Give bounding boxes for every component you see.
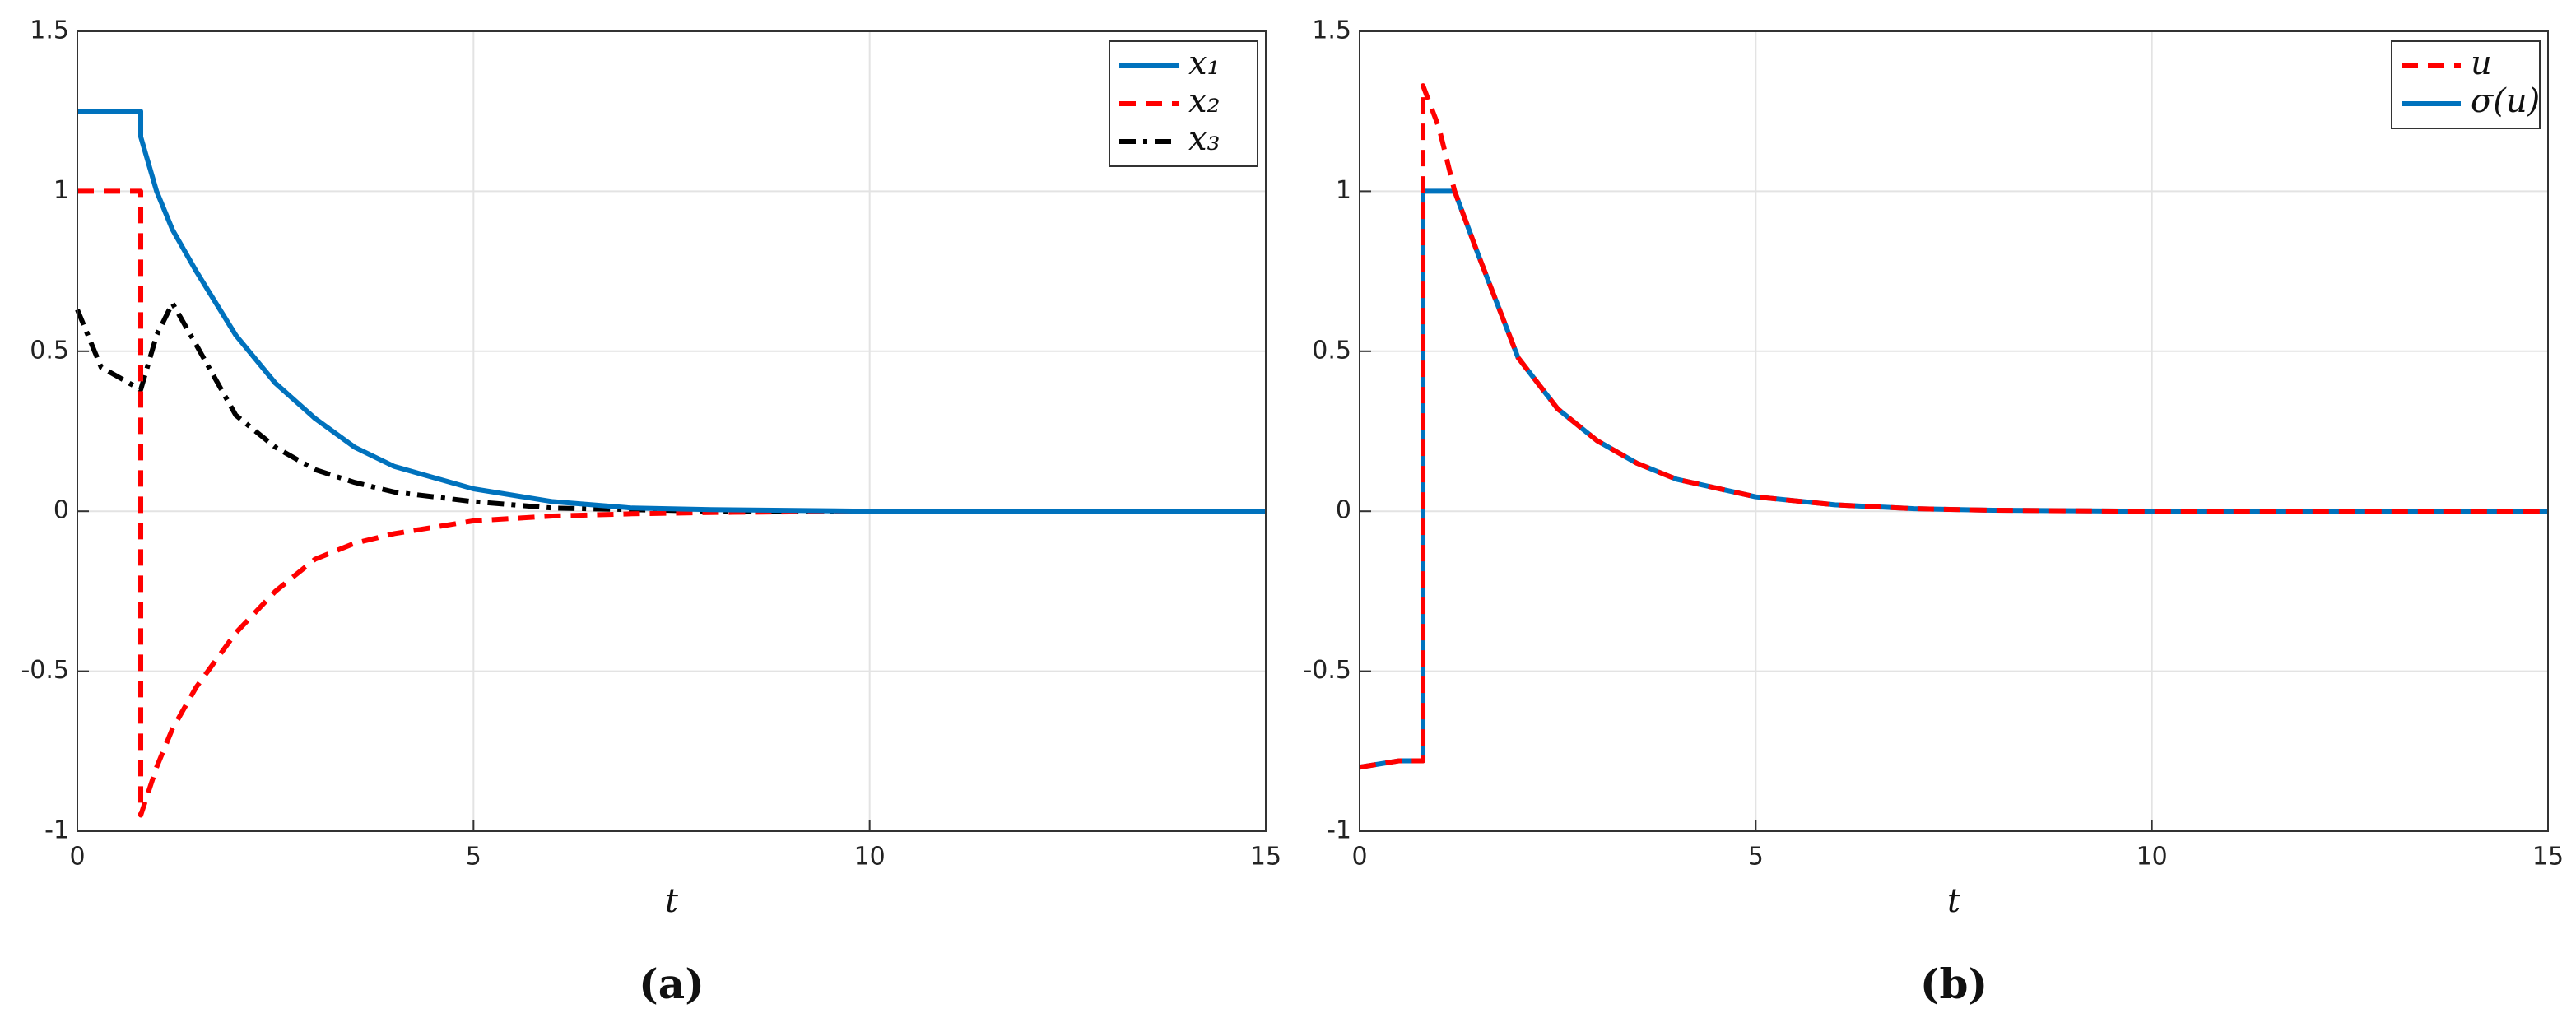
data-line: [77, 109, 1266, 514]
y-tick-label: 0: [53, 496, 69, 525]
x-tick-label: 5: [466, 843, 481, 872]
legend: uσ(u): [2391, 40, 2541, 129]
x-tick-label: 10: [854, 843, 886, 872]
x-tick-label: 10: [2137, 843, 2168, 872]
y-tick-label: 1.5: [30, 16, 69, 45]
x-tick-label: 15: [1250, 843, 1281, 872]
legend-label: x₁: [1188, 44, 1221, 82]
plot-area: [77, 31, 1266, 831]
y-tick-label: 1: [53, 176, 69, 205]
x-tick-label: 0: [69, 843, 85, 872]
y-tick-label: -1: [1327, 816, 1351, 845]
y-tick-label: -0.5: [1303, 656, 1351, 685]
x-tick-label: 5: [1748, 843, 1764, 872]
chart-panel: -1 -0.5 0 0.5 1 1.5 0 5 10 15 t (b) uσ(u): [1303, 16, 2564, 1009]
caption: (a): [639, 960, 704, 1008]
legend-label: x₃: [1188, 120, 1221, 158]
y-tick-label: -0.5: [21, 656, 69, 685]
data-line: [77, 188, 1266, 818]
x-axis-label: t: [1947, 882, 1961, 920]
y-tick-label: 0.5: [30, 336, 69, 365]
axes-box: [1359, 30, 2549, 832]
axes-box: [77, 30, 1267, 832]
y-tick-label: -1: [44, 816, 69, 845]
x-axis-label: t: [665, 882, 679, 920]
y-tick-label: 0.5: [1312, 336, 1351, 365]
legend-label: σ(u): [2471, 82, 2540, 120]
x-tick-label: 15: [2532, 843, 2564, 872]
y-tick-label: 0: [1336, 496, 1351, 525]
x-tick-label: 0: [1351, 843, 1367, 872]
data-line: [1359, 83, 2548, 770]
y-tick-label: 1.5: [1312, 16, 1351, 45]
plot-area: [1360, 31, 2548, 831]
caption: (b): [1920, 960, 1988, 1008]
legend-box: [2391, 40, 2541, 129]
y-tick-label: 1: [1336, 176, 1351, 205]
legend-label: x₂: [1188, 82, 1221, 120]
legend-label: u: [2471, 44, 2492, 82]
